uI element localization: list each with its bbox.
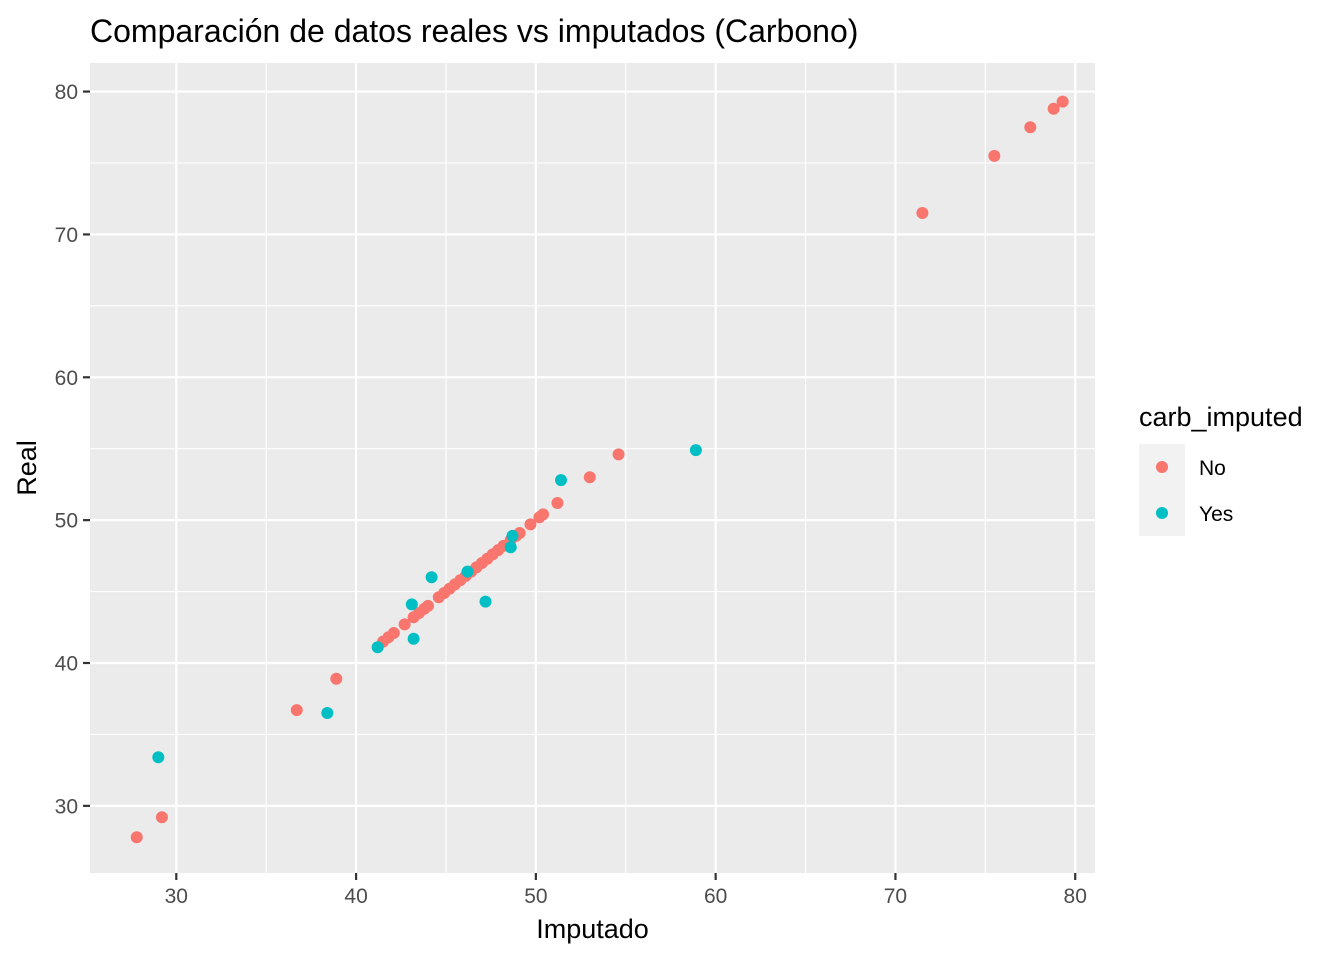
data-point-yes — [555, 474, 568, 487]
plot-panel — [90, 63, 1095, 873]
chart-title: Comparación de datos reales vs imputados… — [90, 13, 858, 49]
data-point-no — [1024, 121, 1037, 134]
data-point-no — [130, 831, 143, 844]
data-point-no — [537, 508, 550, 521]
data-point-yes — [152, 751, 165, 764]
y-axis: 30 40 50 60 70 80 — [55, 81, 90, 818]
x-axis: 30 40 50 60 70 80 — [165, 873, 1087, 908]
data-point-no — [1056, 95, 1069, 108]
legend-label-yes: Yes — [1199, 503, 1233, 526]
y-tick-label: 40 — [55, 653, 78, 676]
minor-gridlines — [90, 63, 1095, 873]
data-point-yes — [506, 529, 519, 542]
y-tick-label: 80 — [55, 81, 78, 104]
x-axis-title: Imputado — [536, 914, 649, 944]
x-tick-label: 70 — [884, 885, 907, 908]
data-point-no — [290, 704, 303, 717]
data-point-no — [421, 599, 434, 612]
data-points — [130, 95, 1069, 844]
data-point-yes — [479, 595, 492, 608]
data-point-yes — [689, 444, 702, 457]
data-point-yes — [504, 541, 517, 554]
data-point-yes — [371, 641, 384, 654]
data-point-no — [524, 518, 537, 531]
x-tick-label: 50 — [524, 885, 547, 908]
data-point-no — [398, 618, 411, 631]
legend-swatch-no — [1156, 461, 1168, 473]
legend-swatch-yes — [1156, 507, 1168, 519]
x-tick-label: 30 — [165, 885, 188, 908]
data-point-no — [1047, 102, 1060, 115]
data-point-no — [988, 149, 1001, 162]
y-tick-label: 70 — [55, 224, 78, 247]
data-point-no — [916, 207, 929, 219]
legend: carb_imputed No Yes — [1139, 402, 1303, 536]
x-tick-label: 40 — [344, 885, 367, 908]
data-point-yes — [321, 707, 334, 719]
data-point-yes — [407, 632, 420, 645]
y-tick-label: 50 — [55, 510, 78, 533]
x-tick-label: 80 — [1064, 885, 1087, 908]
y-axis-title: Real — [12, 440, 42, 496]
x-tick-label: 60 — [704, 885, 727, 908]
y-tick-label: 30 — [55, 795, 78, 818]
data-point-no — [387, 627, 400, 639]
legend-label-no: No — [1199, 457, 1226, 480]
data-point-no — [551, 497, 564, 509]
y-tick-label: 60 — [55, 367, 78, 390]
data-point-no — [583, 471, 596, 484]
data-point-yes — [461, 565, 474, 578]
legend-title: carb_imputed — [1139, 402, 1303, 432]
data-point-no — [330, 672, 343, 685]
major-gridlines — [90, 63, 1095, 873]
data-point-yes — [405, 598, 418, 611]
data-point-no — [612, 448, 625, 461]
data-point-yes — [425, 571, 438, 584]
data-point-no — [155, 811, 168, 824]
